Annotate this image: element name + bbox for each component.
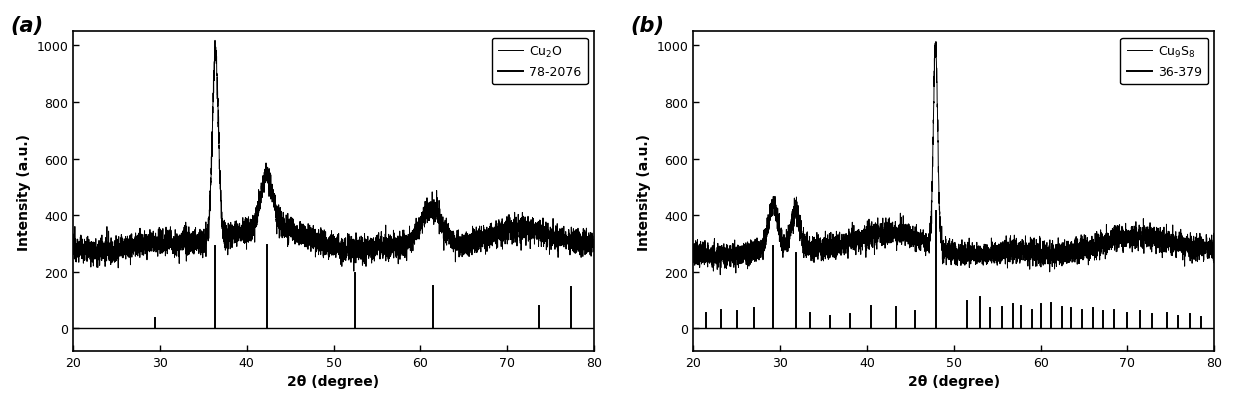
Y-axis label: Intensity (a.u.): Intensity (a.u.) xyxy=(637,133,650,250)
X-axis label: 2θ (degree): 2θ (degree) xyxy=(908,374,1000,388)
Text: (a): (a) xyxy=(10,16,43,36)
Legend: Cu$_2$O, 78-2076: Cu$_2$O, 78-2076 xyxy=(492,38,587,85)
Legend: Cu$_9$S$_8$, 36-379: Cu$_9$S$_8$, 36-379 xyxy=(1120,38,1208,85)
Y-axis label: Intensity (a.u.): Intensity (a.u.) xyxy=(16,133,31,250)
Text: (b): (b) xyxy=(631,16,664,36)
X-axis label: 2θ (degree): 2θ (degree) xyxy=(287,374,379,388)
